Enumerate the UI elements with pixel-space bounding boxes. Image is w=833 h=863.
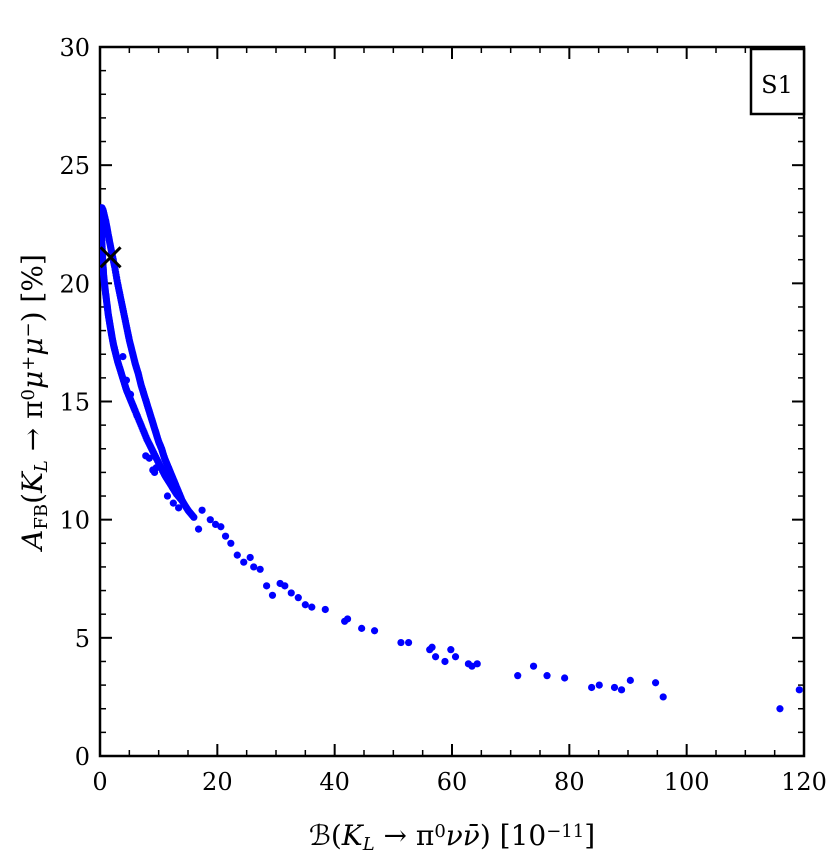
x-tick-label: 40 bbox=[319, 768, 350, 796]
scatter-point bbox=[263, 582, 271, 590]
scatter-point bbox=[163, 492, 172, 500]
data-points bbox=[100, 204, 803, 713]
legend-label: S1 bbox=[761, 71, 793, 99]
x-tick-label: 120 bbox=[781, 768, 827, 796]
scatter-point bbox=[447, 646, 455, 654]
scatter-point bbox=[294, 594, 302, 602]
scatter-point bbox=[268, 591, 277, 599]
scatter-point bbox=[370, 627, 379, 635]
scatter-point bbox=[206, 516, 214, 524]
scatter-point bbox=[240, 558, 248, 566]
scatter-point bbox=[169, 499, 177, 507]
scatter-point bbox=[256, 565, 264, 573]
scatter-point bbox=[431, 653, 440, 661]
scatter-point bbox=[217, 523, 225, 531]
scatter-point bbox=[145, 454, 153, 462]
scatter-point bbox=[227, 539, 235, 547]
scatter-point bbox=[529, 662, 538, 670]
scatter-point bbox=[626, 676, 634, 684]
scatter-point bbox=[321, 605, 329, 614]
scatter-point bbox=[514, 672, 522, 680]
scatter-point bbox=[221, 532, 230, 540]
plot-frame bbox=[98, 45, 806, 758]
scatter-point bbox=[287, 589, 295, 597]
y-tick-label: 30 bbox=[59, 34, 90, 62]
scatter-point bbox=[561, 674, 569, 682]
y-tick-label: 20 bbox=[59, 270, 90, 298]
lower-branch-point bbox=[190, 513, 198, 521]
scatter-point bbox=[441, 657, 449, 666]
x-tick-label: 100 bbox=[664, 768, 710, 796]
scatter-point bbox=[233, 551, 241, 559]
scatter-point bbox=[246, 553, 254, 562]
scatter-point bbox=[451, 653, 460, 661]
scatter-point bbox=[795, 686, 803, 694]
y-axis-title: AFB(KL → π0μ+μ−) [%] bbox=[16, 254, 52, 553]
scatter-point bbox=[617, 686, 626, 694]
scatter-point bbox=[250, 563, 258, 571]
scatter-point bbox=[543, 672, 551, 680]
scatter-point bbox=[133, 412, 141, 420]
y-tick-label: 25 bbox=[59, 152, 90, 180]
scatter-point bbox=[776, 705, 784, 713]
scatter-point bbox=[343, 615, 352, 623]
scatter-point bbox=[651, 679, 660, 687]
x-tick-label: 20 bbox=[202, 768, 233, 796]
reference-point-cross bbox=[99, 246, 122, 269]
reference-cross-stroke bbox=[99, 246, 122, 269]
scatter-point bbox=[610, 683, 619, 692]
x-axis-title: ℬ(KL → π0νν̄) [10−11] bbox=[309, 819, 595, 855]
y-tick-label: 5 bbox=[75, 625, 90, 653]
scatter-point bbox=[301, 601, 309, 609]
scatter-point bbox=[595, 681, 603, 689]
scatter-point bbox=[126, 390, 135, 399]
y-tick-label: 0 bbox=[75, 743, 90, 771]
scatter-point bbox=[428, 643, 436, 651]
x-tick-label: 60 bbox=[437, 768, 468, 796]
scatter-point bbox=[198, 506, 206, 514]
scatter-point bbox=[588, 683, 596, 692]
legend-box bbox=[749, 47, 806, 116]
y-tick-label: 10 bbox=[59, 507, 90, 535]
scatter-point bbox=[194, 525, 203, 533]
scatter-point bbox=[281, 582, 289, 590]
scatter-point bbox=[152, 464, 160, 472]
scatter-point bbox=[358, 624, 366, 632]
scatter-point bbox=[122, 376, 130, 384]
scatter-point bbox=[659, 693, 667, 701]
scatter-point bbox=[119, 352, 127, 361]
x-axis-ticks: 0 20 40 60 80 100 120 bbox=[92, 47, 827, 796]
scatter-point bbox=[404, 638, 413, 647]
scatter-point bbox=[175, 504, 183, 512]
x-tick-label: 0 bbox=[92, 768, 107, 796]
scatter-point bbox=[397, 638, 405, 647]
scatter-point bbox=[473, 660, 481, 668]
x-tick-label: 80 bbox=[554, 768, 585, 796]
scatter-point bbox=[308, 603, 316, 611]
y-tick-label: 15 bbox=[59, 389, 90, 417]
